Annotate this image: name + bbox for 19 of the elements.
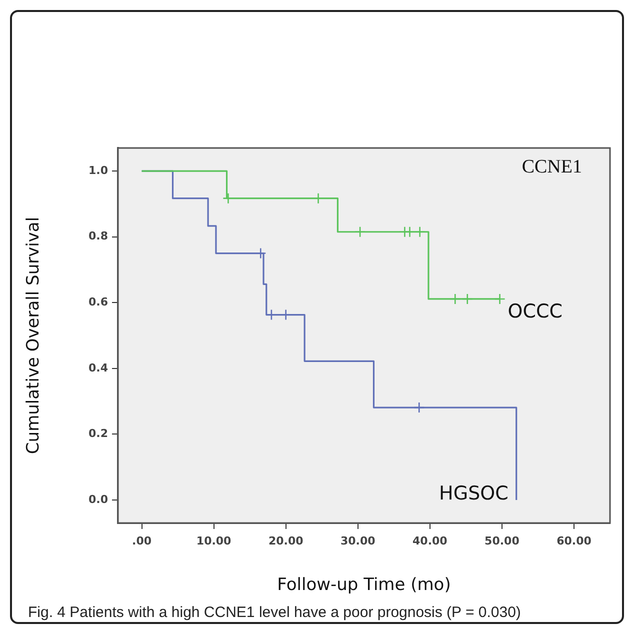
- x-tick-label: 40.00: [412, 534, 448, 548]
- x-tick-label: 50.00: [484, 534, 520, 548]
- x-tick-label: 30.00: [340, 534, 376, 548]
- x-tick-label: 10.00: [196, 534, 232, 548]
- y-tick-label: 0.0: [88, 492, 108, 506]
- x-tick-label: .00: [132, 534, 152, 548]
- x-axis-title: Follow-up Time (mo): [277, 575, 451, 596]
- y-tick-label: 1.0: [88, 164, 108, 177]
- series-label: OCCC: [508, 300, 563, 322]
- y-tick-label: 0.4: [88, 361, 108, 374]
- caption: Fig. 4 Patients with a high CCNE1 level have a poor prognosis (P = 0.030): [28, 604, 521, 621]
- x-tick-label: 20.00: [268, 534, 304, 548]
- x-tick-label: 60.00: [556, 534, 592, 548]
- chart-title: CCNE1: [522, 156, 582, 178]
- y-tick-label: 0.8: [88, 230, 108, 243]
- y-tick-label: 0.6: [88, 295, 108, 308]
- y-axis-title: Cumulative Overall Survival: [24, 216, 44, 454]
- series-label: HGSOC: [439, 482, 508, 504]
- y-tick-label: 0.2: [88, 427, 108, 440]
